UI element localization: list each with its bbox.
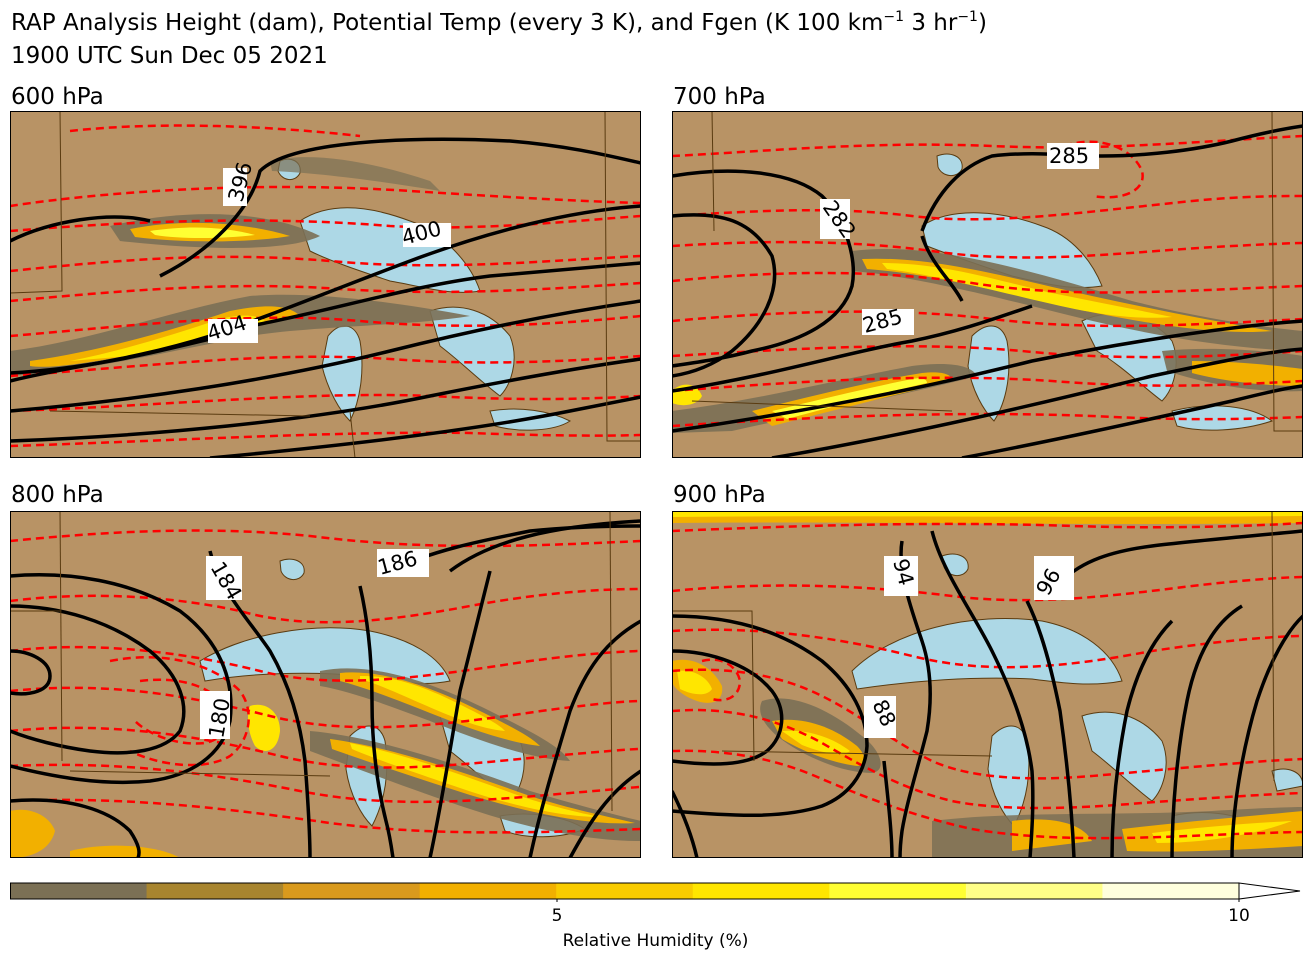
height-contours — [672, 124, 1303, 458]
colorbar — [10, 882, 1301, 902]
fgen-band — [672, 511, 1303, 517]
fgen-band — [150, 227, 255, 238]
theta-contours — [10, 529, 641, 834]
map-900-svg: 94 96 88 — [672, 511, 1303, 858]
fgen-band — [270, 157, 440, 191]
map-700-svg: 285 282 285 — [672, 111, 1303, 458]
colorbar-tick-label: 10 — [1228, 906, 1250, 926]
fgen-band — [677, 670, 712, 695]
colorbar-segment — [419, 883, 557, 899]
fgen-band — [350, 743, 600, 817]
fgen-band — [782, 730, 850, 754]
figure-title: RAP Analysis Height (dam), Potential Tem… — [11, 9, 987, 36]
theta-contours — [672, 134, 1303, 428]
map-panel-600: 396 400 404 — [10, 111, 641, 458]
lake-ontario — [1271, 768, 1303, 792]
panel-label-600: 600 hPa — [11, 84, 104, 110]
label-backgrounds — [208, 168, 451, 343]
colorbar-tick-label: 5 — [551, 906, 563, 926]
colorbar-label: Relative Humidity (%) — [562, 931, 749, 951]
panel-label-700: 700 hPa — [673, 84, 766, 110]
label-backgrounds — [200, 549, 429, 739]
lake-michigan — [987, 725, 1030, 827]
colorbar-segment — [283, 883, 421, 899]
colorbar-segment — [965, 883, 1103, 899]
label-backgrounds — [820, 143, 1099, 335]
colorbar-segment — [1102, 883, 1240, 899]
colorbar-frame — [10, 882, 1240, 900]
fgen-band — [1152, 821, 1292, 843]
height-contours — [10, 137, 641, 458]
panel-label-900: 900 hPa — [673, 482, 766, 508]
political-borders — [10, 511, 613, 812]
contour-label: 285 — [1049, 144, 1089, 168]
lake-small — [936, 153, 963, 176]
map-panel-900: 94 96 88 — [672, 511, 1303, 858]
map-800-svg: 184 186 180 — [10, 511, 641, 858]
lake-michigan — [321, 325, 363, 422]
fgen-band — [1192, 361, 1303, 386]
label-backgrounds — [864, 556, 1074, 738]
lake-small — [279, 558, 305, 580]
political-borders — [10, 111, 641, 458]
panel-frame — [10, 511, 641, 858]
map-600-svg: 396 400 404 — [10, 111, 641, 458]
fgen-band — [10, 809, 55, 858]
panel-label-800: 800 hPa — [11, 482, 104, 508]
political-borders — [672, 511, 1275, 782]
colorbar-segment — [556, 883, 694, 899]
panel-frame — [672, 111, 1303, 458]
map-panel-700: 285 282 285 — [672, 111, 1303, 458]
height-contours — [672, 529, 1303, 858]
map-panel-800: 184 186 180 — [10, 511, 641, 858]
colorbar-segment — [829, 883, 967, 899]
figure-subtitle-time: 1900 UTC Sun Dec 05 2021 — [11, 43, 328, 69]
fgen-band — [70, 845, 180, 858]
panel-frame — [672, 511, 1303, 858]
political-borders — [691, 111, 1303, 432]
colorbar-extend-arrow — [1238, 882, 1301, 900]
colorbar-segment — [146, 883, 284, 899]
fgen-band — [360, 675, 505, 731]
colorbar-segment — [692, 883, 830, 899]
land-fill — [672, 511, 1303, 858]
colorbar-segment — [10, 883, 148, 899]
panel-frame — [10, 111, 641, 458]
lake-huron — [429, 306, 515, 397]
height-contours — [10, 519, 641, 858]
